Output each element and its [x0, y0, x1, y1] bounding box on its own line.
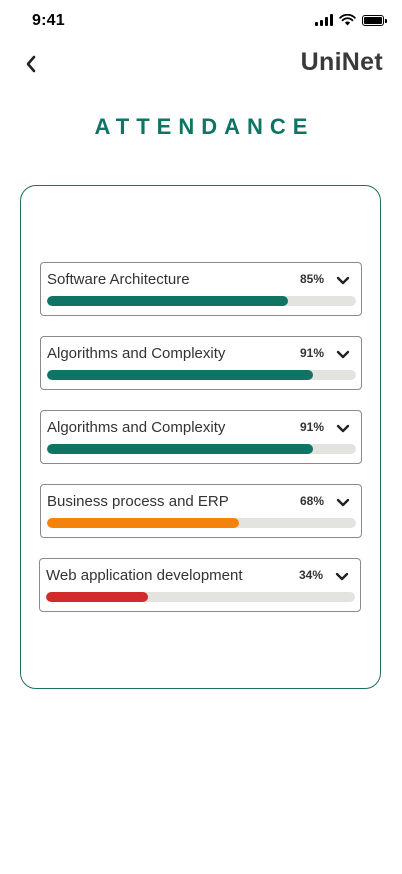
attendance-progress-track — [46, 592, 355, 602]
attendance-progress-fill — [47, 444, 313, 454]
course-name: Web application development — [46, 567, 243, 584]
chevron-down-icon[interactable] — [335, 273, 351, 289]
back-button[interactable] — [18, 50, 44, 78]
page-title: ATTENDANCE — [94, 114, 315, 139]
chevron-down-icon[interactable] — [335, 495, 351, 511]
attendance-progress-fill — [47, 370, 313, 380]
chevron-down-icon[interactable] — [335, 347, 351, 363]
attendance-progress-track — [47, 518, 356, 528]
chevron-left-icon — [26, 55, 36, 73]
wifi-icon — [339, 14, 356, 26]
attendance-progress-fill — [47, 296, 289, 306]
attendance-progress-track — [47, 370, 356, 380]
attendance-percent: 91% — [299, 346, 324, 360]
chevron-down-icon[interactable] — [334, 569, 350, 585]
status-bar: 9:41 — [0, 0, 402, 44]
status-icons — [315, 14, 387, 26]
attendance-percent: 34% — [298, 568, 323, 582]
chevron-down-icon[interactable] — [335, 421, 351, 437]
attendance-progress-fill — [47, 518, 239, 528]
attendance-percent: 91% — [299, 420, 324, 434]
course-item-web-application-development[interactable]: Web application development 34% — [39, 558, 361, 612]
attendance-card: Software Architecture 85% Algorithms and… — [20, 185, 381, 689]
app-logo: UniNet — [300, 48, 383, 76]
course-name: Software Architecture — [47, 271, 190, 288]
battery-icon — [362, 14, 387, 26]
course-item-algorithms-and-complexity[interactable]: Algorithms and Complexity 91% — [40, 336, 362, 390]
course-item-algorithms-and-complexity-2[interactable]: Algorithms and Complexity 91% — [40, 410, 362, 464]
attendance-progress-track — [47, 296, 356, 306]
signal-icon — [315, 14, 333, 26]
course-name: Algorithms and Complexity — [47, 419, 226, 436]
attendance-progress-fill — [46, 592, 148, 602]
attendance-percent: 68% — [299, 494, 324, 508]
attendance-progress-track — [47, 444, 356, 454]
course-name: Business process and ERP — [47, 493, 229, 510]
course-name: Algorithms and Complexity — [47, 345, 226, 362]
course-item-software-architecture[interactable]: Software Architecture 85% — [40, 262, 362, 316]
status-time: 9:41 — [32, 12, 65, 29]
attendance-percent: 85% — [299, 272, 324, 286]
course-item-business-process-and-erp[interactable]: Business process and ERP 68% — [40, 484, 362, 538]
